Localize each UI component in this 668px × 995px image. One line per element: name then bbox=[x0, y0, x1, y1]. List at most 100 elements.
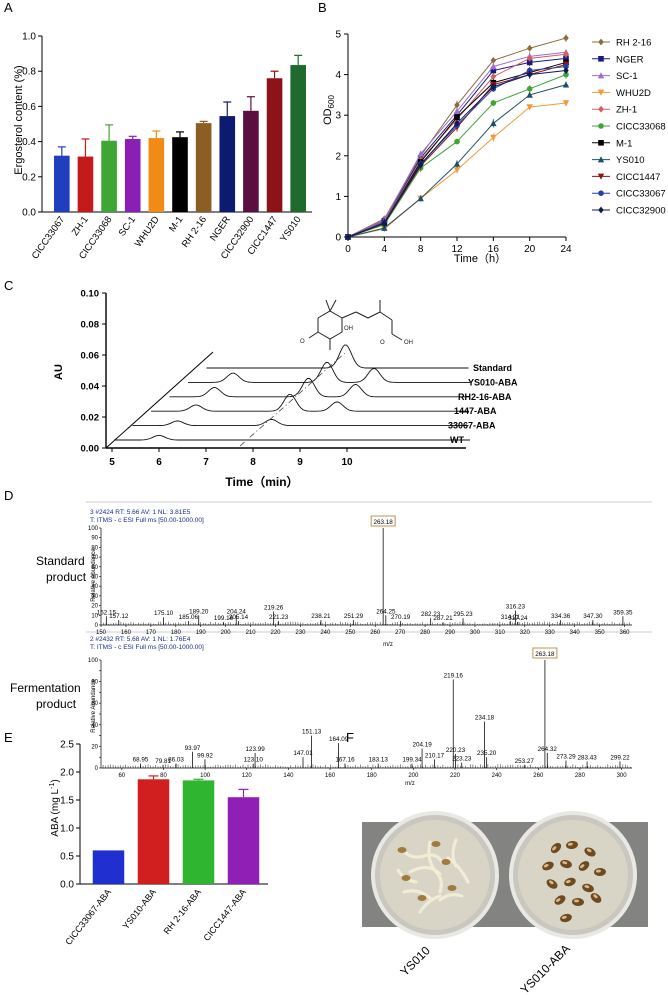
ergosterol-category-label: ZH-1 bbox=[70, 214, 91, 238]
spectrum-x-tick-label: 160 bbox=[121, 630, 132, 636]
panel-e-letter: E bbox=[4, 730, 13, 745]
seedling-sprout bbox=[446, 856, 470, 884]
growth-x-tick-label: 8 bbox=[418, 244, 424, 255]
spectrum-peak-label: 157.12 bbox=[109, 613, 129, 620]
aba-y-tick-label: 1.0 bbox=[60, 824, 74, 835]
growth-legend-label: NGER bbox=[616, 54, 644, 65]
spectrum-peak-label: 185.06 bbox=[179, 614, 199, 621]
hplc-x-tick-label: 10 bbox=[341, 457, 353, 468]
spectrum-x-tick-label: 240 bbox=[492, 773, 503, 779]
spectrum-peak-label: 359.35 bbox=[613, 609, 633, 616]
spectrum-y-tick-label: 20 bbox=[91, 744, 98, 750]
ergosterol-bar bbox=[101, 140, 117, 212]
growth-legend-marker bbox=[597, 89, 605, 96]
spectrum2-y-axis-label: Relative Abundance bbox=[91, 679, 97, 733]
ergosterol-bar bbox=[195, 123, 212, 212]
spectrum-x-tick-label: 230 bbox=[295, 630, 306, 636]
growth-data-point bbox=[563, 34, 569, 42]
ergosterol-category-label: WHU2D bbox=[133, 214, 162, 249]
hplc-trace bbox=[151, 393, 469, 412]
spectrum-y-tick-label: 10 bbox=[91, 613, 98, 619]
growth-legend-label: CICC33067 bbox=[616, 189, 666, 200]
spectrum-x-tick-label: 200 bbox=[221, 630, 232, 636]
spectrum-x-tick-label: 250 bbox=[345, 630, 356, 636]
growth-data-point bbox=[562, 81, 570, 88]
growth-data-point bbox=[454, 138, 460, 145]
ergosterol-bar bbox=[124, 138, 141, 212]
hplc-trace-label: YS010-ABA bbox=[468, 377, 518, 387]
spectrum-peak-label: 199.34 bbox=[402, 757, 422, 764]
seedling-seed-coat bbox=[397, 847, 407, 853]
growth-legend-marker bbox=[598, 105, 604, 113]
growth-data-point bbox=[490, 56, 497, 64]
hplc-depth-axis bbox=[105, 351, 214, 449]
ergosterol-y-tick-label: 0.6 bbox=[22, 102, 36, 113]
growth-data-point bbox=[562, 100, 570, 107]
spectrum-y-tick-label: 40 bbox=[91, 723, 98, 729]
spectrum-y-tick-label: 20 bbox=[91, 604, 98, 610]
spectrum-x-tick-label: 170 bbox=[146, 630, 157, 636]
seed-highlight bbox=[565, 879, 571, 884]
growth-legend-marker bbox=[598, 56, 604, 62]
hplc-trace bbox=[188, 362, 470, 383]
spectrum-x-tick-label: 180 bbox=[171, 630, 182, 636]
aba-bar bbox=[227, 797, 260, 884]
spectrum-peak-label: 219.26 bbox=[264, 604, 284, 611]
spectrum-x-tick-label: 60 bbox=[118, 773, 125, 779]
spectrum-y-tick-label: 100 bbox=[88, 658, 99, 664]
spectrum-peak-label: 123.10 bbox=[244, 757, 264, 764]
ergosterol-y-tick-label: 0.0 bbox=[22, 208, 36, 219]
aba-y-tick-label: 0.5 bbox=[60, 852, 74, 863]
ergosterol-bar bbox=[290, 65, 306, 212]
growth-legend-marker bbox=[598, 123, 604, 129]
structure-atom-o1: O bbox=[300, 339, 305, 345]
spectrum-peak-label: 204.24 bbox=[227, 608, 247, 615]
spectrum-x-tick-label: 240 bbox=[320, 630, 331, 636]
spectrum-x-tick-label: 220 bbox=[270, 630, 281, 636]
spectrum2-sample-label-line2: product bbox=[36, 697, 77, 711]
spectrum-x-tick-label: 300 bbox=[617, 773, 628, 779]
seedling-seed-coat bbox=[401, 875, 411, 881]
spectrum1-header-scan: 3 #2424 RT: 5.66 AV: 1 NL: 3.81E5 bbox=[90, 509, 191, 516]
spectrum-peak-label: 283.43 bbox=[577, 755, 597, 762]
growth-legend-label: CICC1447 bbox=[616, 172, 660, 183]
hplc-trace bbox=[114, 434, 470, 441]
growth-legend-marker bbox=[598, 206, 604, 214]
hplc-y-tick-label: 0.06 bbox=[81, 351, 100, 362]
petri-dish-ys010-aba-agar bbox=[518, 820, 628, 930]
growth-legend-marker bbox=[597, 72, 605, 79]
petri-dish-ys010-agar bbox=[380, 820, 490, 930]
aba-y-axis-label: ABA (mg L-1) bbox=[49, 779, 61, 836]
panel-d-letter: D bbox=[4, 488, 13, 503]
growth-x-tick-label: 20 bbox=[524, 244, 536, 255]
seed-highlight bbox=[593, 894, 598, 899]
seed-highlight bbox=[580, 864, 585, 869]
spectrum-x-tick-label: 220 bbox=[450, 773, 461, 779]
growth-data-point bbox=[526, 91, 533, 98]
seed-highlight bbox=[586, 848, 592, 853]
seedling-sprout bbox=[418, 894, 442, 914]
seed-highlight bbox=[552, 846, 557, 851]
growth-y-tick-label: 2 bbox=[335, 151, 341, 162]
ergosterol-category-label: SC-1 bbox=[117, 214, 138, 238]
seedling-sprout bbox=[402, 889, 432, 900]
spectrum-peak-label: 189.20 bbox=[189, 608, 209, 615]
ergosterol-bar bbox=[266, 78, 283, 213]
spectrum-peak-label: 147.01 bbox=[293, 750, 313, 757]
growth-data-point bbox=[453, 107, 461, 114]
spectrum-peak-label: 334.36 bbox=[551, 613, 571, 620]
growth-data-point bbox=[526, 86, 533, 92]
spectrum-peak-label: 253.27 bbox=[515, 758, 535, 765]
growth-legend-marker bbox=[598, 140, 604, 146]
hplc-x-axis-label: Time（min） bbox=[225, 474, 298, 489]
spectrum-x-tick-label: 360 bbox=[620, 630, 631, 636]
spectrum-peak-label: 205.14 bbox=[229, 614, 249, 621]
aba-y-label-main: ABA (mg L bbox=[50, 788, 61, 836]
growth-legend-label: YS010 bbox=[616, 155, 645, 166]
hplc-y-tick-label: 0.08 bbox=[81, 320, 100, 331]
growth-x-tick-label: 4 bbox=[382, 244, 388, 255]
growth-series-line bbox=[347, 70, 567, 238]
aba-category-label: RH 2-16-ABA bbox=[162, 887, 203, 936]
aba-structure-drawing bbox=[308, 299, 403, 350]
spectrum-y-tick-label: 100 bbox=[88, 526, 99, 532]
